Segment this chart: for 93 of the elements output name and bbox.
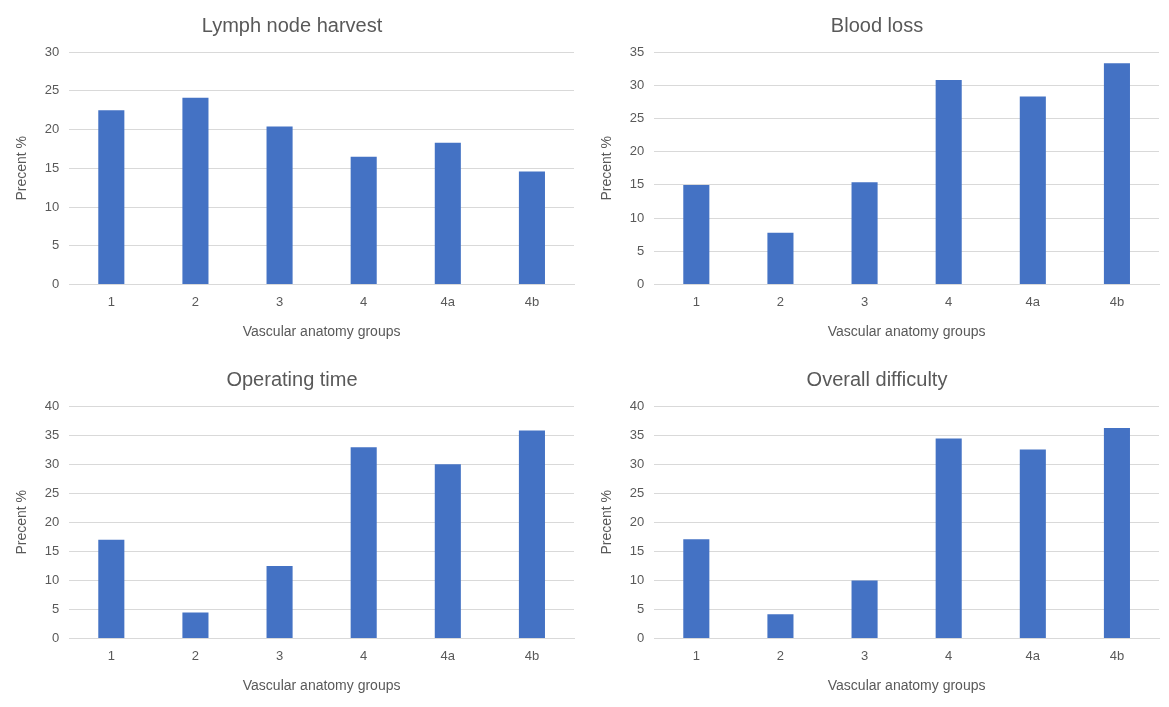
y-tick-label: 10 <box>44 198 60 214</box>
bar <box>1103 428 1130 639</box>
y-tick-label: 5 <box>637 601 645 617</box>
x-tick-label: 4a <box>440 647 456 663</box>
x-tick-label: 4b <box>1109 293 1125 309</box>
bar <box>1019 449 1046 639</box>
bar <box>683 184 710 285</box>
bar <box>1019 96 1046 285</box>
y-tick-label: 25 <box>44 484 60 500</box>
x-tick-label: 2 <box>191 647 200 663</box>
y-tick-label: 30 <box>44 43 60 59</box>
y-tick-label: 10 <box>44 572 60 588</box>
bar <box>767 232 794 285</box>
x-tick-label: 3 <box>275 647 284 663</box>
bar <box>350 156 377 285</box>
y-tick-label: 15 <box>629 176 645 192</box>
bar <box>98 110 125 285</box>
x-tick-label: 4b <box>524 293 540 309</box>
bar <box>935 438 962 639</box>
x-tick-label: 4 <box>360 293 368 309</box>
y-tick-label: 5 <box>52 237 60 253</box>
y-tick-label: 10 <box>629 572 645 588</box>
y-tick-label: 25 <box>629 484 645 500</box>
bar <box>851 182 878 285</box>
x-axis-title: Vascular anatomy groups <box>827 677 986 694</box>
x-tick-label: 1 <box>692 647 700 663</box>
x-tick-label: 4a <box>1025 293 1041 309</box>
bar <box>266 126 293 285</box>
y-tick-label: 40 <box>44 397 60 413</box>
bar <box>767 614 794 639</box>
bar <box>98 539 125 639</box>
x-tick-label: 3 <box>860 293 869 309</box>
y-tick-label: 15 <box>629 542 645 558</box>
x-tick-label: 2 <box>776 647 785 663</box>
bar <box>851 580 878 639</box>
bar <box>182 97 209 285</box>
y-tick-label: 0 <box>52 276 60 292</box>
x-tick-label: 1 <box>692 293 700 309</box>
chart-title: Lymph node harvest <box>201 13 383 36</box>
y-tick-label: 35 <box>629 426 645 442</box>
bar <box>1103 63 1130 285</box>
y-tick-label: 20 <box>629 143 645 159</box>
y-tick-label: 35 <box>629 43 645 59</box>
x-tick-label: 4b <box>524 647 540 663</box>
y-tick-label: 25 <box>44 82 60 98</box>
y-tick-label: 30 <box>629 76 645 92</box>
y-tick-label: 10 <box>629 209 645 225</box>
bar <box>434 464 461 639</box>
bar <box>518 171 545 285</box>
y-axis-title: Precent % <box>13 490 30 555</box>
y-tick-label: 40 <box>629 397 645 413</box>
x-tick-label: 4a <box>440 293 456 309</box>
y-tick-label: 30 <box>44 455 60 471</box>
y-tick-label: 35 <box>44 426 60 442</box>
x-tick-label: 2 <box>191 293 200 309</box>
x-tick-label: 4 <box>945 647 953 663</box>
y-tick-label: 15 <box>44 159 60 175</box>
y-axis-title: Precent % <box>13 136 30 201</box>
y-tick-label: 5 <box>52 601 60 617</box>
y-tick-label: 5 <box>637 242 645 258</box>
y-tick-label: 0 <box>52 630 60 646</box>
chart-title: Overall difficulty <box>806 367 948 390</box>
y-tick-label: 25 <box>629 110 645 126</box>
y-axis-title: Precent % <box>598 136 615 201</box>
x-tick-label: 2 <box>776 293 785 309</box>
y-tick-label: 20 <box>44 513 60 529</box>
y-tick-label: 20 <box>629 513 645 529</box>
y-tick-label: 15 <box>44 542 60 558</box>
x-tick-label: 4 <box>360 647 368 663</box>
y-tick-label: 0 <box>637 276 645 292</box>
x-axis-title: Vascular anatomy groups <box>242 323 401 340</box>
x-tick-label: 4b <box>1109 647 1125 663</box>
x-tick-label: 4 <box>945 293 953 309</box>
bar <box>434 142 461 285</box>
x-tick-label: 1 <box>107 647 115 663</box>
bar <box>518 430 545 639</box>
bar <box>935 79 962 285</box>
bar <box>683 539 710 639</box>
bar <box>350 447 377 639</box>
y-tick-label: 0 <box>637 630 645 646</box>
chart-title: Blood loss <box>830 13 924 36</box>
x-tick-label: 3 <box>275 293 284 309</box>
bar <box>182 612 209 639</box>
x-tick-label: 3 <box>860 647 869 663</box>
x-axis-title: Vascular anatomy groups <box>827 323 986 340</box>
y-tick-label: 30 <box>629 455 645 471</box>
x-axis-title: Vascular anatomy groups <box>242 677 401 694</box>
y-axis-title: Precent % <box>598 490 615 555</box>
x-tick-label: 1 <box>107 293 115 309</box>
bar <box>266 565 293 639</box>
y-tick-label: 20 <box>44 121 60 137</box>
chart-title: Operating time <box>226 367 358 390</box>
x-tick-label: 4a <box>1025 647 1041 663</box>
